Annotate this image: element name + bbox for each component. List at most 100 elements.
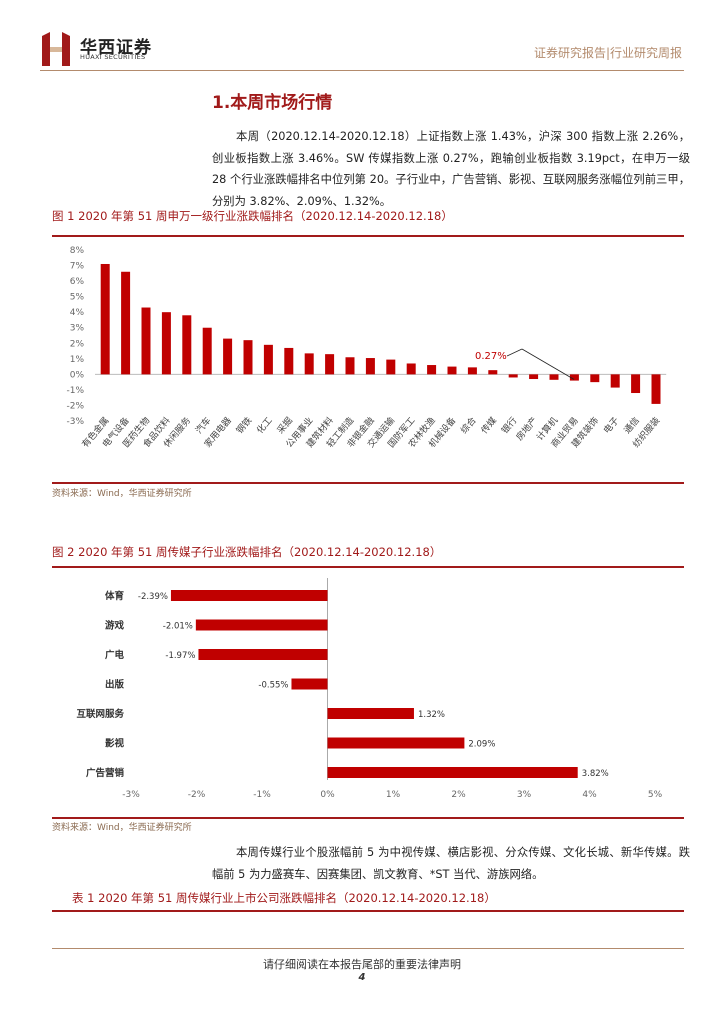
y-tick-label: 3% <box>70 324 85 334</box>
bar <box>651 374 661 404</box>
figure2-source: 资料来源：Wind，华西证券研究所 <box>52 823 192 833</box>
bar <box>100 263 110 375</box>
value-label: 3.82% <box>582 769 609 779</box>
page-number: 4 <box>358 972 366 983</box>
bar <box>161 312 171 375</box>
figure1-chart: 8%7%6%5%4%3%2%1%0%-1%-2%-3%有色金属电气设备医药生物食… <box>66 246 667 450</box>
figure2-chart: 体育 -2.39% 游戏 -2.01% 广电 -1.97% 出版 -0.55% 互联网服务 1.3… <box>76 578 663 800</box>
category-label: 影视 <box>105 738 125 750</box>
bar <box>121 271 131 375</box>
bar <box>170 590 328 601</box>
annotation-leader <box>521 348 575 380</box>
x-tick-label: -3% <box>122 790 140 800</box>
bar <box>223 338 233 375</box>
bar <box>243 340 253 375</box>
y-tick-label: -2% <box>66 401 84 411</box>
huaxi-logo-icon <box>42 32 70 66</box>
bar <box>529 374 539 380</box>
bar <box>508 374 518 378</box>
value-label: -2.39% <box>138 592 168 602</box>
y-tick-label: 1% <box>70 355 85 365</box>
y-tick-label: 6% <box>70 277 85 287</box>
bar <box>488 370 498 375</box>
bar <box>327 767 578 778</box>
category-label: 化工 <box>254 415 275 437</box>
bar <box>182 315 192 375</box>
x-tick-label: -1% <box>253 790 271 800</box>
bar <box>325 354 335 375</box>
y-tick-label: -1% <box>66 386 84 396</box>
category-label: 钢铁 <box>234 415 255 437</box>
bar <box>327 737 465 749</box>
x-tick-label: 4% <box>582 790 597 800</box>
bar <box>345 357 355 375</box>
bar <box>291 678 328 690</box>
footer-notice: 请仔细阅读在本报告尾部的重要法律声明 <box>263 958 461 971</box>
figure2-top-rule <box>52 566 684 568</box>
annotation-leader <box>506 348 523 357</box>
bar <box>467 367 477 375</box>
category-label: 电子 <box>601 415 622 437</box>
bar <box>141 307 151 375</box>
y-tick-label: 7% <box>70 262 85 272</box>
category-label: 房地产 <box>513 415 540 443</box>
category-label: 广告营销 <box>86 767 125 779</box>
bar <box>198 649 328 660</box>
report-type-label: 证券研究报告|行业研究周报 <box>533 46 682 60</box>
bar <box>590 374 600 383</box>
footer-divider <box>52 948 684 949</box>
category-label: 互联网服务 <box>76 708 124 720</box>
bar <box>447 366 457 375</box>
bar <box>569 374 579 381</box>
bar <box>365 358 375 375</box>
section-title: 1.本周市场行情 <box>212 93 333 113</box>
y-tick-label: -3% <box>66 417 84 427</box>
x-tick-label: 5% <box>648 790 663 800</box>
category-label: 游戏 <box>105 620 125 632</box>
value-label: 1.32% <box>418 710 445 720</box>
category-label: 银行 <box>499 415 520 437</box>
bar <box>549 374 559 380</box>
bar <box>195 619 328 631</box>
x-tick-label: 3% <box>517 790 532 800</box>
category-label: 体育 <box>105 590 125 602</box>
bar <box>386 359 396 375</box>
x-tick-label: -2% <box>188 790 206 800</box>
table1-title: 表 1 2020 年第 51 周传媒行业上市公司涨跌幅排名（2020.12.14… <box>72 891 496 905</box>
header-divider <box>40 70 684 71</box>
value-label: 2.09% <box>468 740 495 750</box>
category-label: 出版 <box>105 679 125 691</box>
logo-text-cn: 华西证券 <box>80 38 152 58</box>
figure2-bottom-rule <box>52 817 684 819</box>
x-tick-label: 0% <box>320 790 335 800</box>
y-tick-label: 0% <box>70 370 85 380</box>
bar <box>304 353 314 375</box>
category-label: 综合 <box>458 415 479 437</box>
x-tick-label: 2% <box>451 790 466 800</box>
figure1-title: 图 1 2020 年第 51 周申万一级行业涨跌幅排名（2020.12.14-2… <box>52 209 453 223</box>
annotation-label: 0.27% <box>475 351 507 362</box>
bar <box>427 365 437 375</box>
value-label: -0.55% <box>258 681 288 691</box>
category-label: 通信 <box>621 415 642 437</box>
stock-ranking-paragraph: 本周传媒行业个股涨幅前 5 为中视传媒、横店影视、分众传媒、文化长城、新华传媒。… <box>212 846 690 881</box>
bar <box>202 327 212 375</box>
y-tick-label: 4% <box>70 308 85 318</box>
figure1-source: 资料来源：Wind，华西证券研究所 <box>52 489 192 499</box>
y-tick-label: 8% <box>70 246 85 256</box>
category-label: 广电 <box>105 649 125 661</box>
category-label: 传媒 <box>478 415 499 437</box>
y-tick-label: 2% <box>70 339 85 349</box>
category-label: 采掘 <box>274 415 295 437</box>
category-label: 汽车 <box>193 415 214 437</box>
figure2-title: 图 2 2020 年第 51 周传媒子行业涨跌幅排名（2020.12.14-20… <box>52 545 442 559</box>
bar <box>327 708 414 719</box>
bar <box>610 374 620 388</box>
intro-paragraph: 本周（2020.12.14-2020.12.18）上证指数上涨 1.43%，沪深… <box>212 130 690 208</box>
table1-top-rule <box>52 910 684 912</box>
value-label: -1.97% <box>165 651 195 661</box>
figure1-top-rule <box>52 235 684 237</box>
value-label: -2.01% <box>163 622 193 632</box>
bar <box>406 363 416 375</box>
figure1-bottom-rule <box>52 482 684 484</box>
